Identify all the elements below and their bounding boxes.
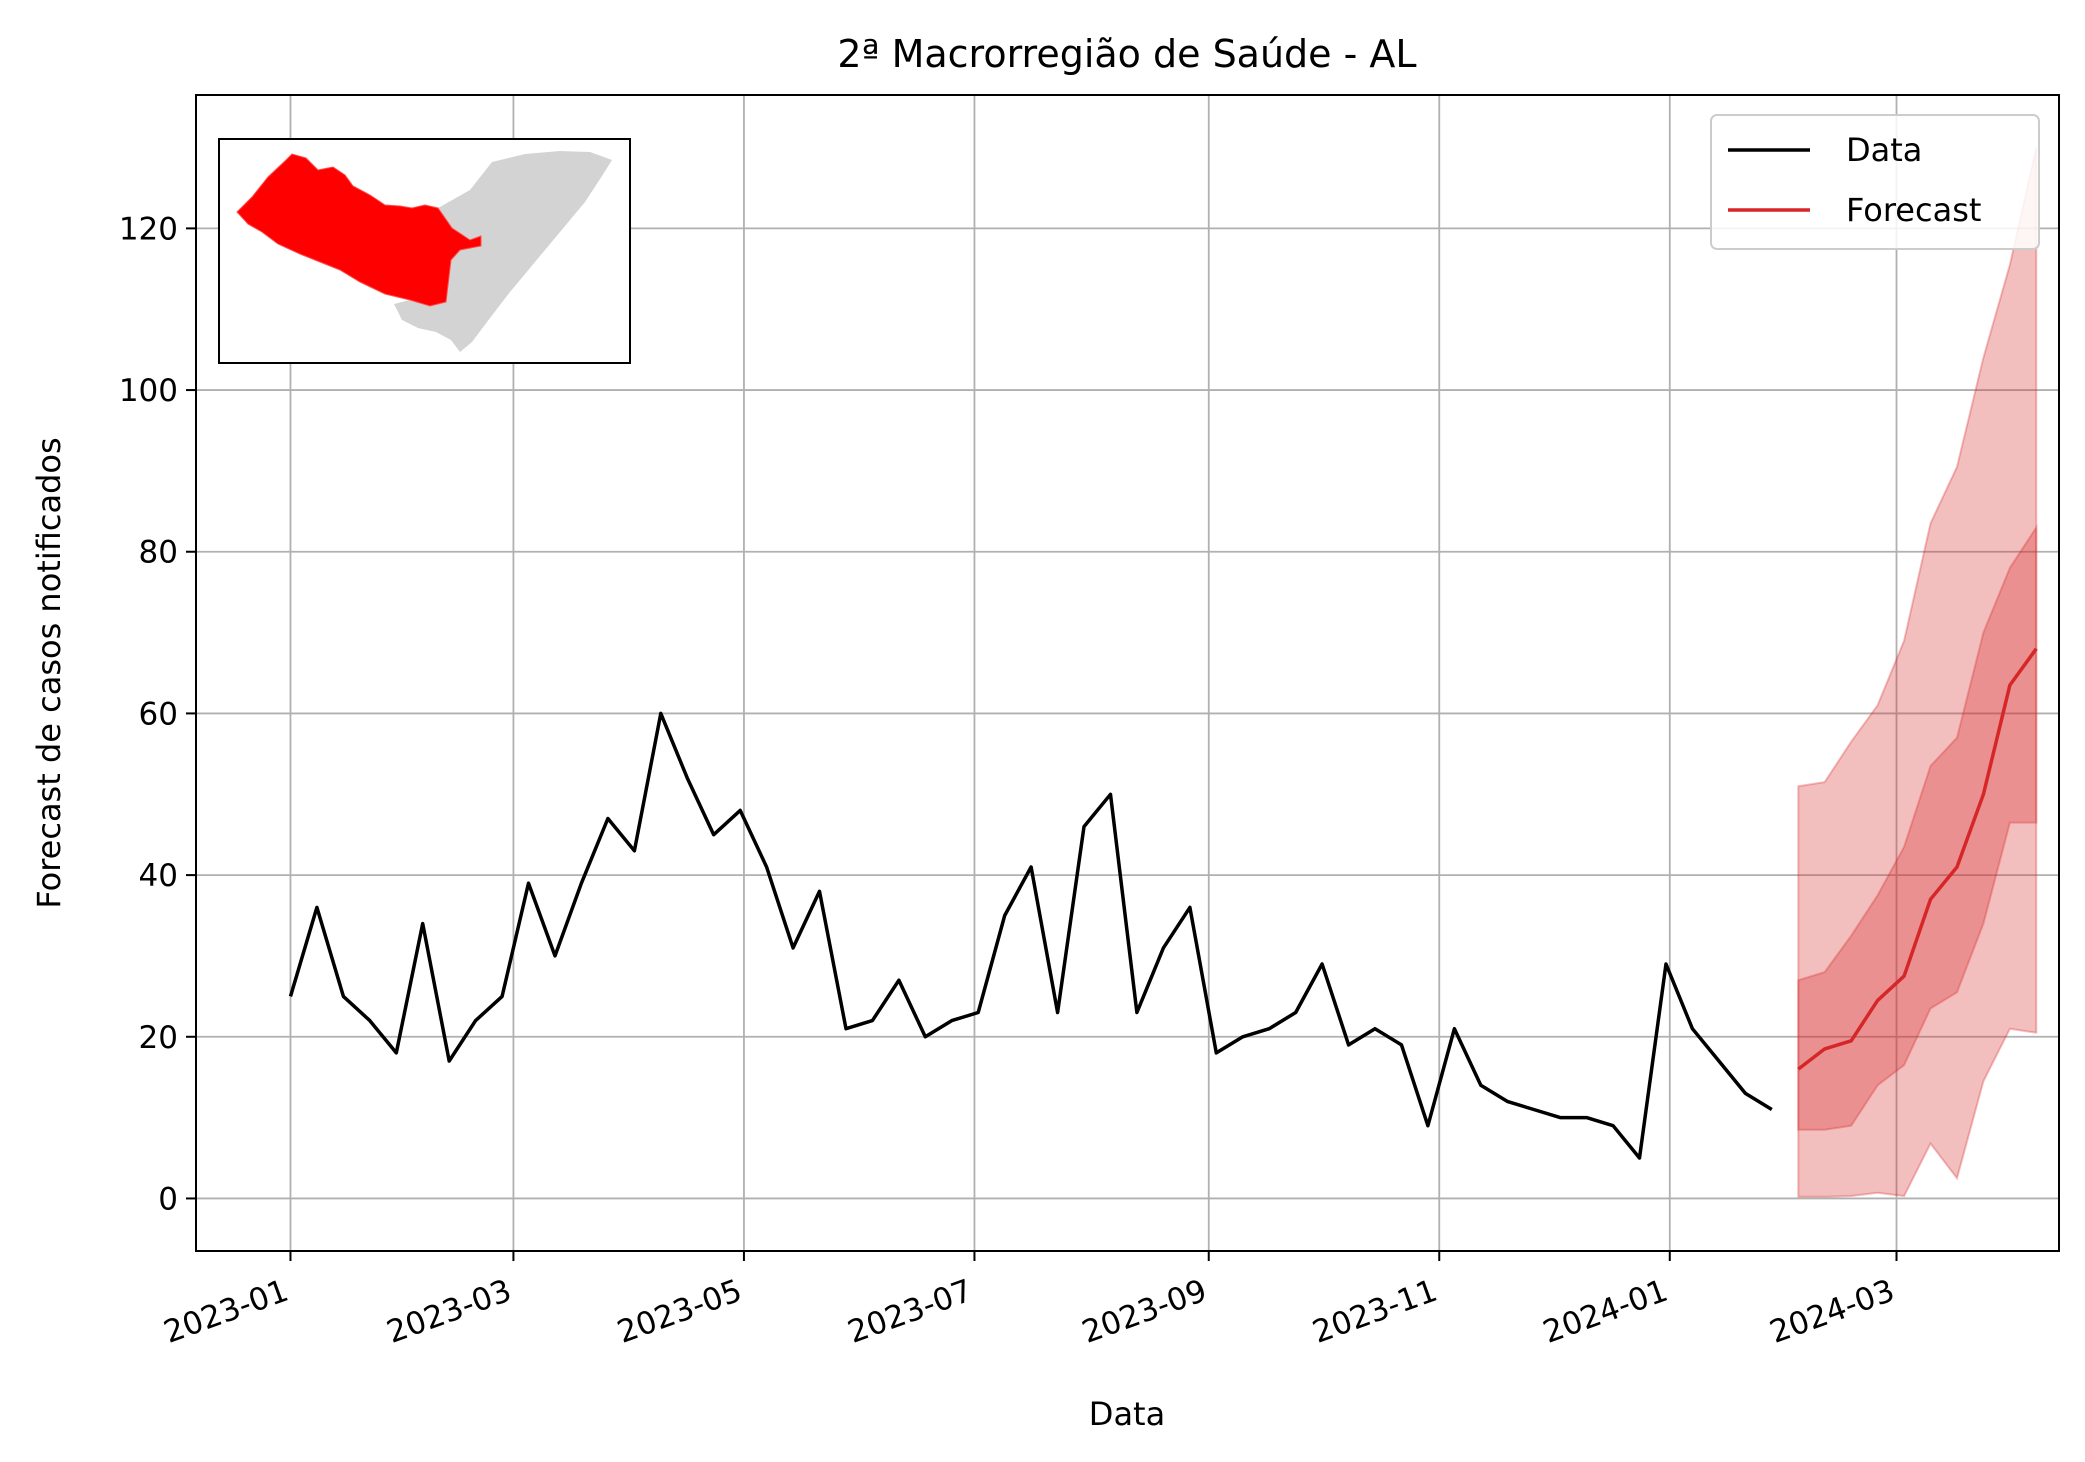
y-tick-label: 40 — [139, 858, 178, 894]
y-tick-label: 100 — [119, 373, 178, 409]
series-line-forecast — [1797, 647, 2038, 1071]
legend-label-forecast: Forecast — [1846, 191, 1981, 229]
plot-frame — [195, 94, 2060, 1252]
y-tick-label: 60 — [139, 696, 178, 732]
series-lines — [288, 647, 2038, 1160]
y-tick-label: 120 — [119, 211, 178, 247]
forecast-band-outer — [1797, 147, 2038, 1198]
y-tick-label: 20 — [139, 1020, 178, 1056]
chart-title: 2ª Macrorregião de Saúde - AL — [837, 32, 1416, 76]
inset-map — [218, 138, 631, 364]
series-line-data — [288, 711, 1773, 1160]
legend-label-data: Data — [1846, 131, 1922, 169]
y-axis-label: Forecast de casos notificados — [30, 437, 68, 908]
x-axis-label: Data — [1089, 1395, 1165, 1433]
inset-map-highlighted-region — [236, 153, 482, 307]
legend: Data Forecast — [1710, 114, 2040, 250]
y-tick-label: 80 — [139, 535, 178, 571]
forecast-band-inner — [1797, 524, 2038, 1131]
inset-map-rest-of-state — [394, 151, 612, 352]
forecast-bands — [1797, 147, 2038, 1198]
y-tick-label: 0 — [158, 1181, 178, 1217]
